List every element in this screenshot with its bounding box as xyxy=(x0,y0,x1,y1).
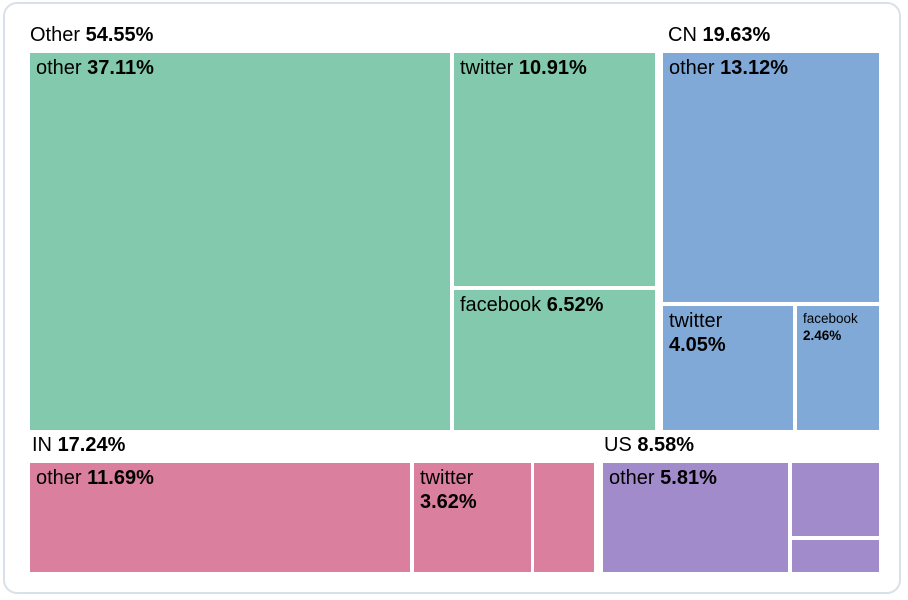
group-value: 54.55% xyxy=(85,24,154,46)
cell-name: other xyxy=(36,467,82,489)
cell-name: other xyxy=(609,467,655,489)
cell-other-other[interactable]: other 37.11% xyxy=(30,53,450,430)
cell-name: other xyxy=(669,57,715,79)
cell-name: facebook xyxy=(460,294,542,316)
cell-name: twitter xyxy=(669,310,723,332)
cell-value: 4.05% xyxy=(669,334,726,356)
cell-cn-twitter[interactable]: twitter 4.05% xyxy=(663,306,793,430)
cell-value: 13.12% xyxy=(720,57,788,79)
group-value: 17.24% xyxy=(57,434,126,456)
cell-us-other[interactable]: other 5.81% xyxy=(603,463,788,572)
group-name: Other xyxy=(30,24,81,46)
cell-cn-facebook[interactable]: facebook 2.46% xyxy=(797,306,879,430)
cell-value: 2.46% xyxy=(803,328,842,343)
cell-name: twitter xyxy=(420,467,474,489)
cell-value: 6.52% xyxy=(546,294,604,316)
cell-value: 37.11% xyxy=(87,57,154,79)
group-name: US xyxy=(604,434,632,456)
group-name: CN xyxy=(668,24,697,46)
cell-other-facebook[interactable]: facebook 6.52% xyxy=(454,290,655,430)
cell-in-twitter[interactable]: twitter 3.62% xyxy=(414,463,531,572)
group-value: 8.58% xyxy=(637,434,695,456)
cell-name: facebook xyxy=(803,311,858,326)
cell-other-twitter[interactable]: twitter 10.91% xyxy=(454,53,655,286)
cell-value: 11.69% xyxy=(87,467,154,489)
cell-in-other[interactable]: other 11.69% xyxy=(30,463,410,572)
cell-us-twitter-unlabeled[interactable] xyxy=(792,463,879,536)
group-name: IN xyxy=(32,434,52,456)
group-label-us: US 8.58% xyxy=(604,434,694,457)
group-label-other: Other 54.55% xyxy=(30,24,153,47)
cell-value: 5.81% xyxy=(660,467,717,489)
group-label-in: IN 17.24% xyxy=(32,434,125,457)
cell-value: 10.91% xyxy=(518,57,587,79)
cell-us-facebook-unlabeled[interactable] xyxy=(792,540,879,572)
cell-value: 3.62% xyxy=(420,491,477,513)
cell-in-facebook-unlabeled[interactable] xyxy=(534,463,594,572)
cell-name: other xyxy=(36,57,82,79)
cell-cn-other[interactable]: other 13.12% xyxy=(663,53,879,302)
group-value: 19.63% xyxy=(702,24,771,46)
group-label-cn: CN 19.63% xyxy=(668,24,770,47)
cell-name: twitter xyxy=(460,57,514,79)
